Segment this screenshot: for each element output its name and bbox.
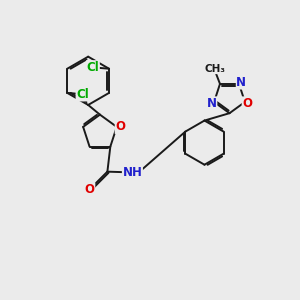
- Text: N: N: [207, 97, 217, 110]
- Text: CH₃: CH₃: [204, 64, 225, 74]
- Text: N: N: [236, 76, 246, 89]
- Text: O: O: [115, 120, 125, 134]
- Text: Cl: Cl: [86, 61, 99, 74]
- Text: Cl: Cl: [76, 88, 89, 101]
- Text: O: O: [85, 183, 95, 196]
- Text: NH: NH: [122, 166, 142, 179]
- Text: O: O: [242, 97, 252, 110]
